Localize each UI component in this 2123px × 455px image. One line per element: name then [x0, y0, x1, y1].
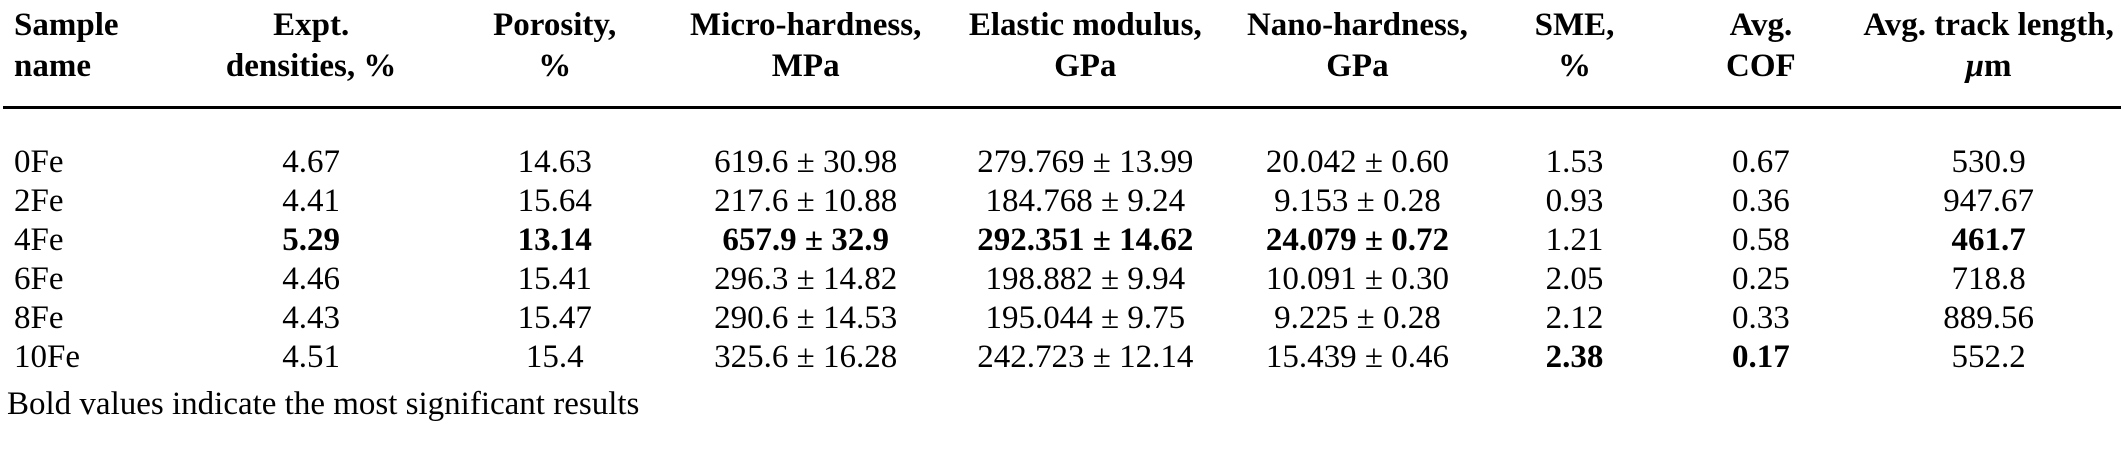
- value-microhardness: 290.6 ± 14.53: [714, 300, 898, 336]
- column-header-elastic: Elastic modulus, GPa: [939, 0, 1232, 109]
- column-header-line1: SME,: [1534, 7, 1615, 43]
- table-row-10Fe: 10Fe 4.51 15.4 325.6 ± 16.28 242.723 ± 12.14…: [3, 338, 2121, 377]
- column-header-line2: %: [538, 48, 572, 84]
- sample-name: 8Fe: [14, 300, 64, 336]
- properties-table: Sample name Expt. densities, % Porosity,% Mic…: [3, 0, 2121, 377]
- value-microhardness: 657.9 ± 32.9: [722, 222, 889, 258]
- column-header-track: Avg. track length, μm: [1856, 0, 2121, 109]
- column-header-porosity: Porosity,%: [437, 0, 673, 109]
- sample-name: 4Fe: [14, 222, 64, 258]
- table-row-6Fe: 6Fe 4.46 15.41 296.3 ± 14.82 198.882 ± 9.94 1…: [3, 260, 2121, 299]
- value-density: 4.46: [282, 261, 341, 297]
- table-row-0Fe: 0Fe 4.67 14.63 619.6 ± 30.98 279.769 ± 13.99…: [3, 108, 2121, 183]
- column-header-sme: SME,%: [1483, 0, 1666, 109]
- value-cof: 0.17: [1732, 339, 1790, 375]
- column-header-line1: Porosity,: [493, 7, 617, 43]
- value-density: 4.67: [282, 144, 341, 180]
- table-header-row: Sample name Expt. densities, % Porosity,% Mic…: [3, 0, 2121, 109]
- table-row-2Fe: 2Fe 4.41 15.64 217.6 ± 10.88 184.768 ± 9.24 9…: [3, 182, 2121, 221]
- column-header-density: Expt. densities, %: [185, 0, 438, 109]
- column-header-line1: Expt.: [273, 7, 350, 43]
- value-sme: 2.38: [1545, 339, 1604, 375]
- column-header-line1: Elastic modulus,: [968, 7, 1202, 43]
- value-cof: 0.58: [1732, 222, 1790, 258]
- value-microhardness: 619.6 ± 30.98: [714, 144, 898, 180]
- table-body: 0Fe 4.67 14.63 619.6 ± 30.98 279.769 ± 13.99…: [3, 108, 2121, 378]
- value-cof: 0.33: [1732, 300, 1790, 336]
- column-header-line2: COF: [1726, 48, 1796, 84]
- value-elastic: 242.723 ± 12.14: [977, 339, 1194, 375]
- value-track: 552.2: [1951, 339, 2026, 375]
- value-cof: 0.67: [1732, 144, 1790, 180]
- column-header-line1: Nano-hardness,: [1246, 7, 1468, 43]
- column-header-line2: μm: [1965, 48, 2012, 84]
- value-track: 718.8: [1951, 261, 2026, 297]
- value-porosity: 13.14: [517, 222, 592, 258]
- column-header-line1: Sample: [14, 7, 119, 43]
- materials-properties-table-page: Sample name Expt. densities, % Porosity,% Mic…: [3, 0, 2121, 422]
- column-header-nanohardness: Nano-hardness, GPa: [1231, 0, 1484, 109]
- column-header-line2: GPa: [1054, 48, 1117, 84]
- value-track: 947.67: [1943, 183, 2034, 219]
- value-nanohardness: 9.153 ± 0.28: [1274, 183, 1441, 219]
- value-density: 4.43: [282, 300, 341, 336]
- value-sme: 2.12: [1545, 300, 1604, 336]
- value-elastic: 292.351 ± 14.62: [977, 222, 1194, 258]
- value-nanohardness: 9.225 ± 0.28: [1274, 300, 1441, 336]
- value-sme: 1.53: [1545, 144, 1604, 180]
- value-track: 461.7: [1951, 222, 2026, 258]
- value-porosity: 15.4: [525, 339, 584, 375]
- sample-name: 6Fe: [14, 261, 64, 297]
- value-elastic: 198.882 ± 9.94: [985, 261, 1186, 297]
- column-header-line2: name: [14, 48, 91, 84]
- column-header-microhardness: Micro-hardness, MPa: [672, 0, 940, 109]
- column-header-line1: Avg.: [1729, 7, 1793, 43]
- value-porosity: 15.64: [517, 183, 592, 219]
- value-microhardness: 325.6 ± 16.28: [714, 339, 898, 375]
- column-header-line2: %: [1558, 48, 1591, 84]
- table-header: Sample name Expt. densities, % Porosity,% Mic…: [3, 0, 2121, 109]
- value-sme: 0.93: [1545, 183, 1604, 219]
- value-porosity: 15.41: [517, 261, 592, 297]
- value-track: 889.56: [1943, 300, 2034, 336]
- value-sme: 2.05: [1545, 261, 1604, 297]
- value-density: 4.51: [282, 339, 341, 375]
- value-track: 530.9: [1951, 144, 2026, 180]
- value-porosity: 14.63: [517, 144, 592, 180]
- value-microhardness: 296.3 ± 14.82: [714, 261, 898, 297]
- column-header-line1: Micro-hardness,: [690, 7, 922, 43]
- table-row-4Fe: 4Fe 5.29 13.14 657.9 ± 32.9 292.351 ± 14.62 2…: [3, 221, 2121, 260]
- value-density: 4.41: [282, 183, 341, 219]
- value-elastic: 184.768 ± 9.24: [985, 183, 1186, 219]
- value-porosity: 15.47: [517, 300, 592, 336]
- column-header-cof: Avg. COF: [1665, 0, 1857, 109]
- column-header-line2: MPa: [771, 48, 840, 84]
- sample-name: 0Fe: [14, 144, 64, 180]
- value-sme: 1.21: [1545, 222, 1604, 258]
- table-footnote: Bold values indicate the most significan…: [7, 386, 640, 422]
- value-cof: 0.36: [1732, 183, 1790, 219]
- sample-name: 2Fe: [14, 183, 64, 219]
- value-elastic: 279.769 ± 13.99: [977, 144, 1194, 180]
- value-nanohardness: 24.079 ± 0.72: [1265, 222, 1449, 258]
- mu-symbol: μ: [1965, 48, 1985, 84]
- sample-name: 10Fe: [14, 339, 80, 375]
- value-nanohardness: 20.042 ± 0.60: [1265, 144, 1449, 180]
- value-density: 5.29: [282, 222, 341, 258]
- value-microhardness: 217.6 ± 10.88: [714, 183, 898, 219]
- column-header-sample: Sample name: [3, 0, 186, 109]
- value-nanohardness: 10.091 ± 0.30: [1265, 261, 1449, 297]
- value-elastic: 195.044 ± 9.75: [985, 300, 1186, 336]
- value-cof: 0.25: [1732, 261, 1790, 297]
- column-header-line2: densities, %: [225, 48, 397, 84]
- table-row-8Fe: 8Fe 4.43 15.47 290.6 ± 14.53 195.044 ± 9.75 9…: [3, 299, 2121, 338]
- value-nanohardness: 15.439 ± 0.46: [1265, 339, 1449, 375]
- column-header-line2: GPa: [1326, 48, 1389, 84]
- column-header-line1: Avg. track length,: [1863, 7, 2114, 43]
